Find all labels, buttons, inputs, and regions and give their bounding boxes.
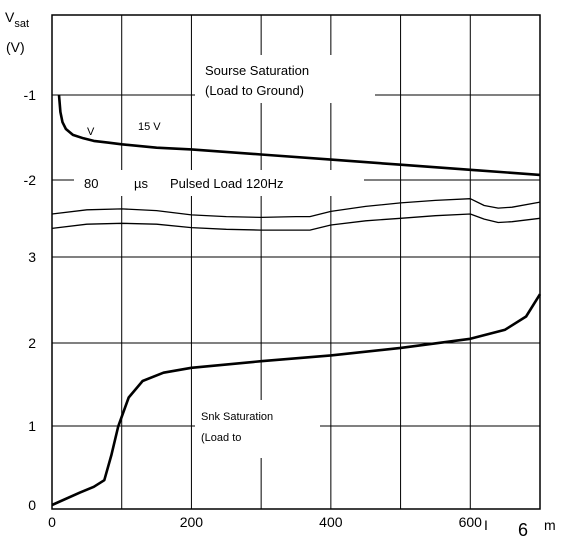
x-label-fragment-i: I: [484, 517, 488, 533]
x-tick-label: 200: [180, 514, 204, 530]
y-axis-unit: (V): [6, 39, 25, 55]
sink-label-bg: [195, 400, 320, 458]
x-tick-label: 400: [319, 514, 343, 530]
source-load-label: (Load to Ground): [205, 83, 304, 98]
series-layer: [51, 94, 542, 507]
tick-labels: 0 200 400 600 -1 -2 3 2 1 0: [24, 87, 483, 530]
x-label-fragment-m: m: [544, 517, 556, 533]
x-tick-label: 600: [459, 514, 483, 530]
y-tick-label: 1: [28, 418, 36, 434]
pulsed-label-bg: [74, 170, 364, 196]
sink-load-label: (Load to: [201, 432, 241, 444]
y-tick-label: -1: [24, 87, 37, 103]
pulsed-load-label: Pulsed Load 120Hz: [170, 176, 283, 191]
plot-frame: [51, 14, 541, 510]
y-axis-title: Vsat: [5, 9, 29, 30]
v-label: V: [87, 126, 95, 138]
source-label-bg: [195, 55, 375, 103]
y-tick-label: 0: [28, 497, 36, 513]
source-saturation-label: Sourse Saturation: [205, 63, 309, 78]
pulse-width-label: 80: [84, 176, 98, 191]
source-curve: [57, 94, 541, 177]
pulsed-lower-curve: [51, 213, 541, 231]
v15-label: 15 V: [138, 121, 161, 133]
pulsed-upper-curve: [51, 198, 541, 219]
pulse-unit-label: µs: [134, 176, 148, 191]
y-tick-label: 3: [28, 249, 36, 265]
x-tick-label: 0: [48, 514, 56, 530]
sink-saturation-label: Snk Saturation: [201, 411, 273, 423]
y-tick-label: 2: [28, 335, 36, 351]
x-label-fragment-6: 6: [518, 520, 528, 540]
y-tick-label: -2: [24, 172, 37, 188]
sink-curve: [51, 293, 542, 507]
